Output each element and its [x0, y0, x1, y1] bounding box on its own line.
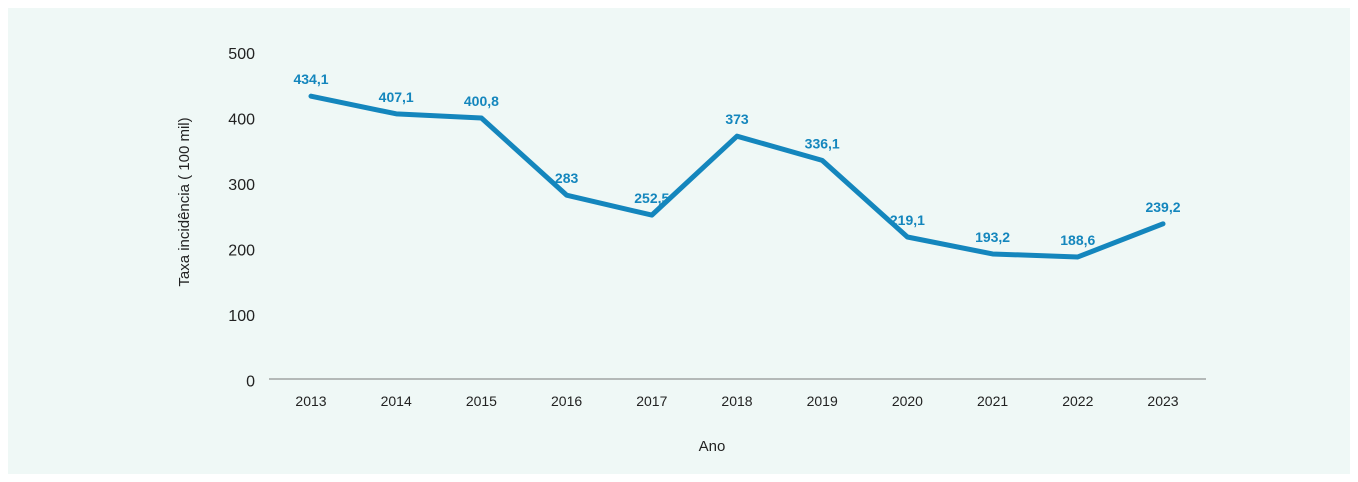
- data-label: 407,1: [379, 89, 414, 105]
- data-labels: 434,1 407,1 400,8 283 252,5 373 336,1 219,1 193,…: [293, 71, 1180, 248]
- chart-panel: [8, 8, 1350, 474]
- x-tick-label: 2021: [977, 393, 1008, 409]
- y-tick-label: 0: [246, 374, 255, 391]
- data-label: 252,5: [634, 190, 669, 206]
- data-label: 434,1: [293, 71, 328, 87]
- series-group: [308, 93, 1166, 260]
- x-tick-label: 2023: [1147, 393, 1178, 409]
- data-label: 193,2: [975, 229, 1010, 245]
- y-tick-label: 200: [228, 243, 255, 260]
- data-label: 373: [725, 111, 749, 127]
- data-label: 188,6: [1060, 232, 1095, 248]
- data-label: 239,2: [1145, 199, 1180, 215]
- y-tick-label: 100: [228, 308, 255, 325]
- data-label: 283: [555, 170, 579, 186]
- data-label: 219,1: [890, 212, 925, 228]
- x-tick-label: 2015: [466, 393, 497, 409]
- x-tick-label: 2019: [807, 393, 838, 409]
- x-tick-label: 2016: [551, 393, 582, 409]
- data-label: 336,1: [805, 135, 840, 151]
- x-tick-label: 2017: [636, 393, 667, 409]
- y-axis-title: Taxa incidência ( 100 mil): [176, 117, 193, 286]
- x-tick-label: 2014: [381, 393, 412, 409]
- y-tick-label: 500: [228, 46, 255, 63]
- x-tick-label: 2013: [295, 393, 326, 409]
- y-axis-ticks: 0 100 200 300 400 500: [228, 46, 255, 391]
- y-tick-label: 400: [228, 112, 255, 129]
- data-label: 400,8: [464, 93, 499, 109]
- x-tick-label: 2020: [892, 393, 923, 409]
- x-axis-ticks: 2013 2014 2015 2016 2017 2018 2019 2020 2021 2022…: [295, 393, 1178, 409]
- series-line: [308, 93, 1166, 260]
- x-tick-label: 2022: [1062, 393, 1093, 409]
- x-tick-label: 2018: [721, 393, 752, 409]
- x-axis-title: Ano: [699, 438, 726, 455]
- y-tick-label: 300: [228, 177, 255, 194]
